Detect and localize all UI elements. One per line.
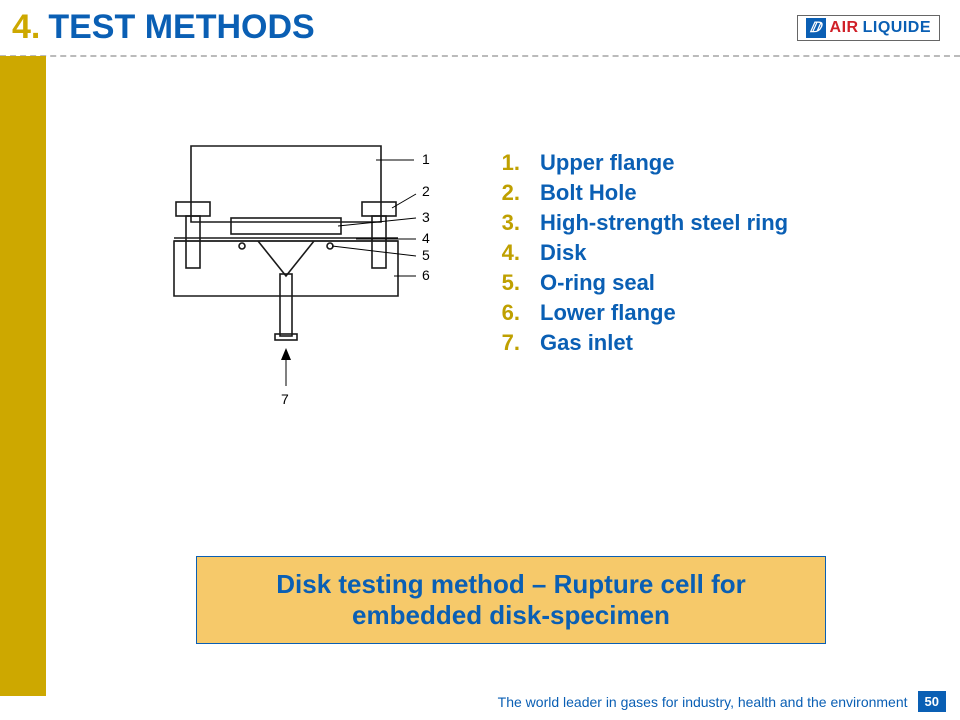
legend-num: 5. [496,270,520,296]
legend-item-5: 5. O-ring seal [496,270,788,296]
legend-label: O-ring seal [540,270,655,296]
legend-item-4: 4. Disk [496,240,788,266]
legend-item-1: 1. Upper flange [496,150,788,176]
slide-footer: The world leader in gases for industry, … [0,691,960,712]
legend-num: 6. [496,300,520,326]
callout-2: 2 [422,183,430,199]
legend: 1. Upper flange 2. Bolt Hole 3. High-str… [496,126,788,356]
legend-label: Gas inlet [540,330,633,356]
rupture-cell-diagram: 1 2 3 4 5 6 7 [126,126,466,426]
legend-num: 1. [496,150,520,176]
legend-label: Lower flange [540,300,676,326]
legend-label: High-strength steel ring [540,210,788,236]
legend-label: Upper flange [540,150,674,176]
section-number: 4. [12,8,40,47]
callout-5: 5 [422,247,430,263]
left-accent-bar [0,56,46,696]
caption-box: Disk testing method – Rupture cell for e… [196,556,826,644]
legend-label: Disk [540,240,586,266]
legend-item-7: 7. Gas inlet [496,330,788,356]
slide-header: 4. TEST METHODS ⅅ AIR LIQUIDE [0,0,960,53]
legend-num: 4. [496,240,520,266]
callout-3: 3 [422,209,430,225]
callout-6: 6 [422,267,430,283]
section-title: TEST METHODS [48,8,314,47]
callout-1: 1 [422,151,430,167]
logo-text-air: AIR [830,19,859,37]
caption-line-1: Disk testing method – Rupture cell for [207,569,815,600]
mid-row: 1 2 3 4 5 6 7 1. Upper flange 2. Bolt Ho… [46,56,960,426]
legend-item-2: 2. Bolt Hole [496,180,788,206]
brand-logo: ⅅ AIR LIQUIDE [797,15,940,41]
callout-4: 4 [422,230,430,246]
legend-item-6: 6. Lower flange [496,300,788,326]
callout-7: 7 [281,391,289,407]
caption-line-2: embedded disk-specimen [207,600,815,631]
legend-num: 2. [496,180,520,206]
logo-mark-icon: ⅅ [806,18,826,38]
page-number-badge: 50 [918,691,946,712]
legend-label: Bolt Hole [540,180,637,206]
footer-tagline: The world leader in gases for industry, … [498,694,908,710]
legend-item-3: 3. High-strength steel ring [496,210,788,236]
title-wrap: 4. TEST METHODS [12,8,315,47]
content-area: 1 2 3 4 5 6 7 1. Upper flange 2. Bolt Ho… [46,56,960,696]
legend-num: 3. [496,210,520,236]
logo-text-liquide: LIQUIDE [863,19,931,37]
legend-num: 7. [496,330,520,356]
